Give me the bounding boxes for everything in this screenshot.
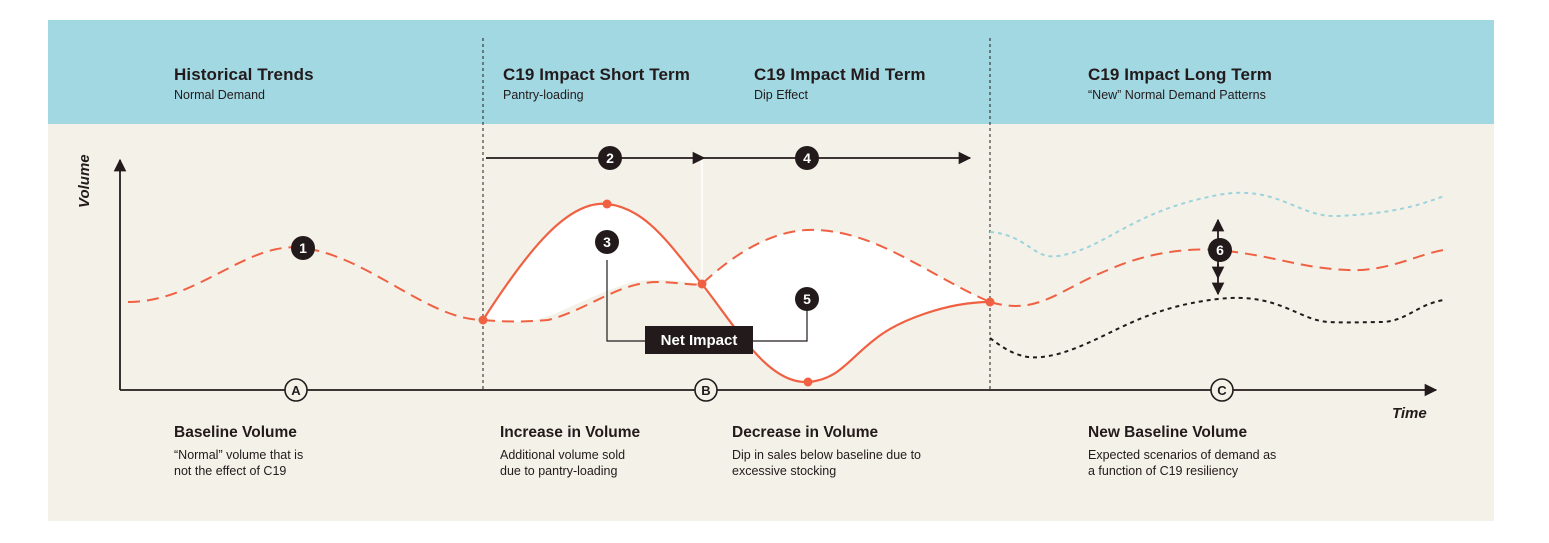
marker-5: 5 [795,287,819,311]
marker-2-label: 2 [606,150,614,166]
phase-subtitle: Normal Demand [174,88,266,102]
phase-long-term: C19 Impact Long Term “New” Normal Demand… [1088,64,1272,104]
low-scenario-curve [989,296,1445,359]
desc-title: Baseline Volume [174,424,297,441]
marker-3: 3 [595,230,619,254]
marker-1-label: 1 [299,240,307,256]
marker-3-label: 3 [603,234,611,250]
marker-a: A [284,378,308,402]
phase-subtitle: Dip Effect [754,88,808,102]
desc-decrease: Decrease in Volume Dip in sales below ba… [732,423,921,479]
phase-subtitle: “New” Normal Demand Patterns [1088,88,1266,102]
phase-short-term: C19 Impact Short Term Pantry-loading [503,64,690,104]
desc-line-2: not the effect of C19 [174,464,287,478]
decrease-area [702,229,990,383]
marker-1: 1 [291,236,315,260]
x-axis-label: Time [1392,405,1427,422]
point-trough [803,377,813,387]
marker-6: 6 [1208,238,1232,262]
marker-a-label: A [291,383,301,398]
phase-title: Historical Trends [174,65,314,84]
phase-historical: Historical Trends Normal Demand [174,64,314,104]
phase-mid-term: C19 Impact Mid Term Dip Effect [754,64,926,104]
desc-line-2: excessive stocking [732,464,837,478]
phase-header-band [48,20,1494,124]
desc-line-1: Expected scenarios of demand as [1088,448,1277,462]
desc-line-1: Additional volume sold [500,448,626,462]
net-impact-box: Net Impact [645,326,753,354]
marker-4-label: 4 [803,150,811,166]
marker-c-label: C [1217,383,1227,398]
increase-area [483,203,702,322]
demand-impact-diagram: 1 2 3 4 5 6 Net Impact A [48,20,1494,521]
desc-line-2: a function of C19 resiliency [1088,464,1239,478]
desc-title: New Baseline Volume [1088,424,1248,441]
historical-baseline-curve [127,246,484,321]
desc-line-2: due to pantry-loading [500,464,618,478]
phase-title: C19 Impact Mid Term [754,65,926,84]
net-impact-label: Net Impact [661,332,738,349]
phase-subtitle: Pantry-loading [503,88,584,102]
marker-4: 4 [795,146,819,170]
desc-baseline: Baseline Volume “Normal” volume that is … [174,423,303,479]
desc-line-1: Dip in sales below baseline due to [732,448,922,462]
marker-6-label: 6 [1216,242,1224,258]
point-crossover [697,279,707,289]
desc-new-baseline: New Baseline Volume Expected scenarios o… [1088,423,1276,479]
marker-c: C [1210,378,1234,402]
phase-title: C19 Impact Long Term [1088,65,1272,84]
point-end-impact [985,297,995,307]
desc-title: Decrease in Volume [732,424,879,441]
expected-baseline-curve [482,228,991,323]
point-start-impact [478,315,488,325]
marker-5-label: 5 [803,291,811,307]
marker-b: B [694,378,718,402]
marker-b-label: B [701,383,710,398]
desc-increase: Increase in Volume Additional volume sol… [500,423,640,479]
volume-time-chart: 1 2 3 4 5 6 Net Impact A [113,38,1445,402]
y-axis-label: Volume [76,154,93,208]
point-peak [602,199,612,209]
phase-title: C19 Impact Short Term [503,65,690,84]
desc-line-1: “Normal” volume that is [174,448,304,462]
desc-title: Increase in Volume [500,424,641,441]
marker-2: 2 [598,146,622,170]
